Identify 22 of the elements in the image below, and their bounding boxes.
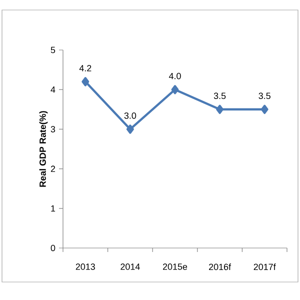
point [82, 77, 90, 86]
y-tick-label: 3 [50, 126, 56, 132]
y-tick-label: 4 [50, 86, 56, 93]
y-axis-title: Real GDP Rate(%) [39, 111, 48, 187]
x-tick-label: 2016f [209, 264, 232, 270]
data-label: 3.0 [124, 112, 136, 119]
x-tick-label: 2015e [162, 264, 188, 270]
data-label: 4.2 [79, 65, 92, 72]
point [260, 104, 268, 114]
data-label: 3.5 [214, 92, 226, 100]
y-tick-label: 1 [51, 205, 56, 212]
point [126, 124, 134, 134]
y-tick-label: 2 [50, 166, 56, 172]
point [216, 104, 224, 114]
y-tick-label: 5 [50, 46, 56, 54]
x-tick-label: 2014 [120, 264, 140, 270]
y-tick-label: 0 [50, 244, 56, 252]
x-tick-label: 2013 [76, 264, 95, 270]
data-label: 4.0 [168, 72, 181, 80]
point [171, 85, 179, 94]
x-tick-label: 2017f [254, 264, 276, 270]
data-label: 3.5 [258, 92, 270, 100]
